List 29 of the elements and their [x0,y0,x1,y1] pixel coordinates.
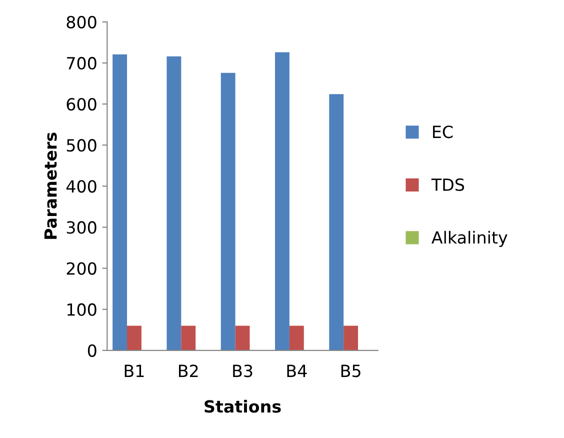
y-tick-label: 300 [66,221,96,234]
bar [181,326,196,350]
x-tick-label: B1 [124,364,144,377]
bar [127,326,142,350]
y-tick-label: 800 [66,16,96,28]
bar [166,56,182,350]
legend-label: EC [433,126,453,138]
y-tick-label: 400 [66,180,96,193]
bar [112,54,128,350]
bar [289,326,304,350]
bar [329,94,344,350]
y-tick-label: 600 [66,98,96,111]
bar [220,72,236,350]
x-tick-label: B4 [287,364,307,377]
x-tick-label: B5 [341,364,360,378]
x-tick-label: B2 [178,364,198,377]
legend-label: Alkalinity [432,230,508,248]
y-tick-label: 100 [67,303,96,316]
y-tick-label: 200 [66,262,96,275]
y-axis-title: Parameters [44,132,57,239]
bar [344,326,358,350]
y-tick-label: 0 [88,344,96,357]
x-tick-label: B3 [233,364,252,378]
bar [275,52,290,350]
y-tick-label: 500 [66,139,96,152]
bar [235,326,250,350]
x-axis-title: Stations [204,400,281,413]
y-tick-label: 700 [66,56,96,70]
legend-label: TDS [431,178,464,191]
